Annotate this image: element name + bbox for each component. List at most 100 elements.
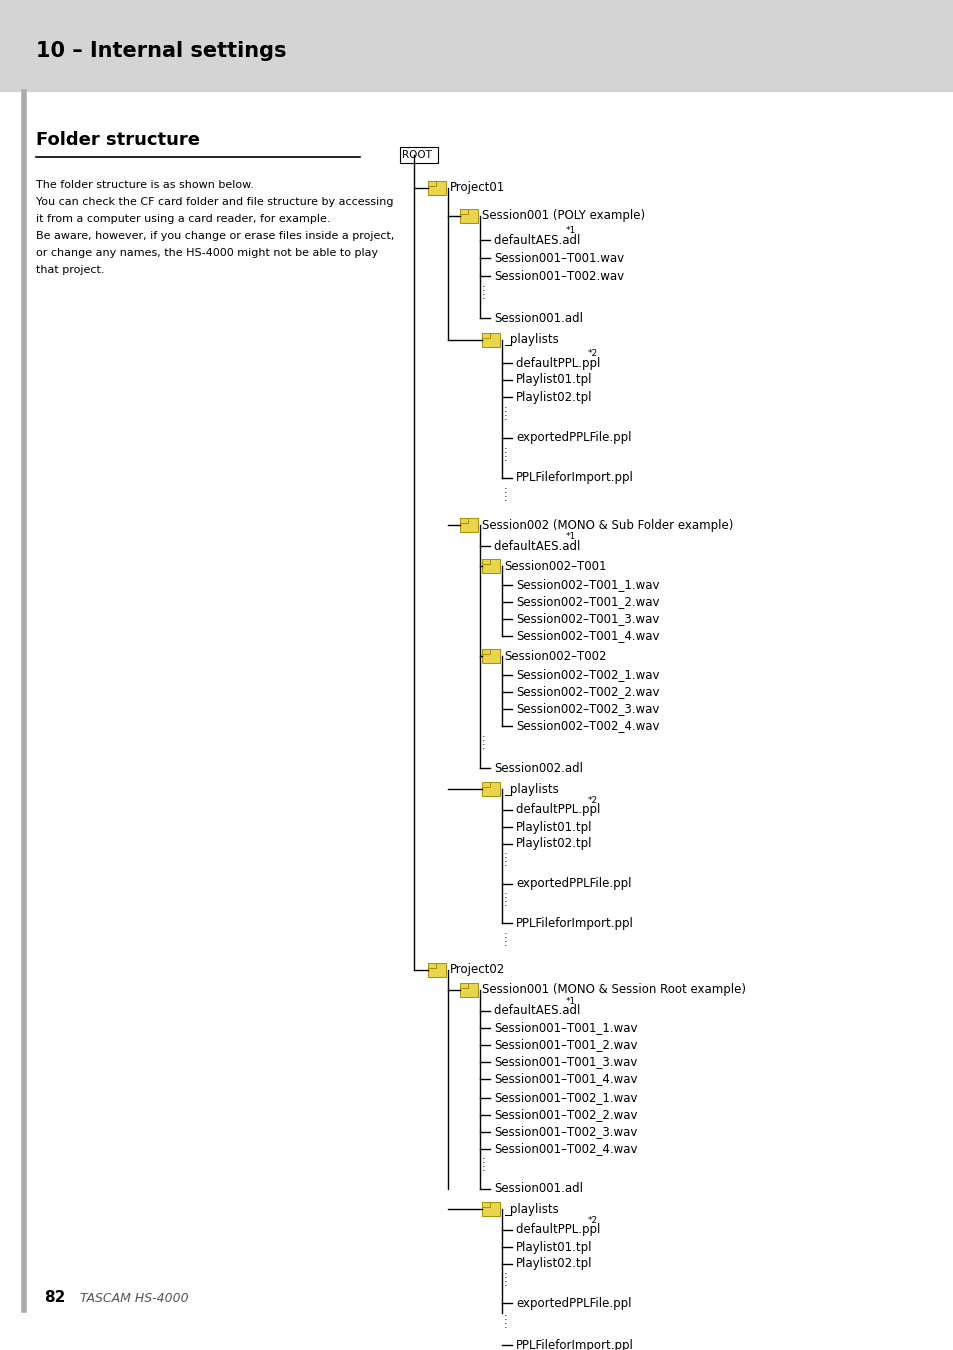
Bar [428,181,446,194]
Text: Session001–T001.wav: Session001–T001.wav [494,251,623,265]
Text: _playlists: _playlists [503,333,558,347]
Text: Session001–T002_4.wav: Session001–T002_4.wav [494,1142,637,1156]
Text: *1: *1 [565,998,576,1006]
Text: Folder structure: Folder structure [36,131,200,148]
Text: Session001–T001_2.wav: Session001–T001_2.wav [494,1038,637,1052]
Text: :: : [503,1278,507,1288]
Text: defaultPPL.ppl: defaultPPL.ppl [516,1223,603,1237]
Text: :: : [481,284,485,293]
Bar [481,559,490,564]
Bar [399,147,437,163]
Text: :: : [503,850,507,860]
Text: defaultAES.adl: defaultAES.adl [494,1004,583,1018]
Bar [481,333,490,338]
Text: 10 – Internal settings: 10 – Internal settings [36,40,286,61]
Text: Playlist01.tpl: Playlist01.tpl [516,821,592,833]
Bar [459,209,468,213]
Text: Session001 (POLY example): Session001 (POLY example) [481,209,644,223]
Text: :: : [503,412,507,423]
Bar [481,1203,490,1207]
Text: 82: 82 [44,1291,66,1305]
Text: ROOT: ROOT [401,150,432,161]
Text: Session001 (MONO & Session Root example): Session001 (MONO & Session Root example) [481,984,745,996]
Bar [481,783,490,787]
Bar [481,649,499,663]
Text: Session001–T002.wav: Session001–T002.wav [494,270,623,282]
Text: exportedPPLFile.ppl: exportedPPLFile.ppl [516,878,631,891]
Bar [459,209,477,223]
Bar [459,983,477,998]
Bar [428,181,436,186]
Text: Playlist02.tpl: Playlist02.tpl [516,390,592,404]
Bar [428,964,436,968]
Bar [428,963,446,977]
Text: Session002–T001_2.wav: Session002–T001_2.wav [516,595,659,609]
Text: :: : [481,741,485,751]
Text: :: : [481,733,485,743]
Text: :: : [503,898,507,909]
Text: PPLFileforImport.ppl: PPLFileforImport.ppl [516,471,633,485]
Text: that project.: that project. [36,265,105,275]
Text: :: : [503,930,507,940]
Text: defaultAES.adl: defaultAES.adl [494,234,583,247]
Text: :: : [503,493,507,504]
Text: :: : [503,485,507,495]
Text: PPLFileforImport.ppl: PPLFileforImport.ppl [516,1338,633,1350]
Text: Session001.adl: Session001.adl [494,312,582,324]
Text: :: : [503,890,507,900]
Text: *2: *2 [587,350,598,358]
Text: Session002–T001_3.wav: Session002–T001_3.wav [516,613,659,625]
Text: *2: *2 [587,1216,598,1224]
Text: defaultPPL.ppl: defaultPPL.ppl [516,803,603,817]
Text: :: : [503,859,507,868]
Text: Be aware, however, if you change or erase files inside a project,: Be aware, however, if you change or eras… [36,231,394,242]
Bar [0,0,953,92]
Bar [481,333,499,347]
Text: Playlist02.tpl: Playlist02.tpl [516,1257,592,1270]
Text: The folder structure is as shown below.: The folder structure is as shown below. [36,180,253,190]
Text: Playlist01.tpl: Playlist01.tpl [516,374,592,386]
Text: :: : [481,292,485,301]
Text: PPLFileforImport.ppl: PPLFileforImport.ppl [516,917,633,930]
Text: Session002–T001_4.wav: Session002–T001_4.wav [516,629,659,643]
Text: or change any names, the HS-4000 might not be able to play: or change any names, the HS-4000 might n… [36,248,377,258]
Text: :: : [503,404,507,414]
Bar [459,983,468,988]
Text: Session001–T001_4.wav: Session001–T001_4.wav [494,1072,637,1085]
Bar [481,559,499,572]
Text: :: : [503,1270,507,1280]
Text: *1: *1 [565,225,576,235]
Text: Session001–T001_3.wav: Session001–T001_3.wav [494,1056,637,1068]
Text: Session001–T002_2.wav: Session001–T002_2.wav [494,1108,637,1122]
Text: Session002–T002_1.wav: Session002–T002_1.wav [516,668,659,682]
Text: Session002 (MONO & Sub Folder example): Session002 (MONO & Sub Folder example) [481,518,733,532]
Text: :: : [503,446,507,455]
Text: :: : [503,938,507,948]
Text: Project02: Project02 [450,964,505,976]
Text: Session002–T001_1.wav: Session002–T001_1.wav [516,579,659,591]
Text: Session002.adl: Session002.adl [494,761,582,775]
Text: Session002–T002_4.wav: Session002–T002_4.wav [516,720,659,733]
Bar [481,782,499,796]
Text: Session002–T002_2.wav: Session002–T002_2.wav [516,686,659,698]
Text: Session002–T001: Session002–T001 [503,559,606,572]
Text: defaultAES.adl: defaultAES.adl [494,540,583,552]
Text: Session001.adl: Session001.adl [494,1183,582,1196]
Text: Session002–T002: Session002–T002 [503,649,606,663]
Text: it from a computer using a card reader, for example.: it from a computer using a card reader, … [36,215,330,224]
Bar [459,518,477,532]
Bar [481,649,490,653]
Text: exportedPPLFile.ppl: exportedPPLFile.ppl [516,432,631,444]
Text: _playlists: _playlists [503,1203,558,1215]
Text: :: : [481,1162,485,1173]
Text: Session001–T002_1.wav: Session001–T002_1.wav [494,1092,637,1104]
Text: :: : [503,1312,507,1322]
Text: Playlist02.tpl: Playlist02.tpl [516,837,592,850]
Bar [459,518,468,522]
Text: Project01: Project01 [450,181,505,194]
Text: Session002–T002_3.wav: Session002–T002_3.wav [516,702,659,716]
Text: TASCAM HS-4000: TASCAM HS-4000 [80,1292,189,1304]
Text: Session001–T002_3.wav: Session001–T002_3.wav [494,1126,637,1138]
Text: :: : [503,1320,507,1330]
Text: exportedPPLFile.ppl: exportedPPLFile.ppl [516,1296,631,1310]
